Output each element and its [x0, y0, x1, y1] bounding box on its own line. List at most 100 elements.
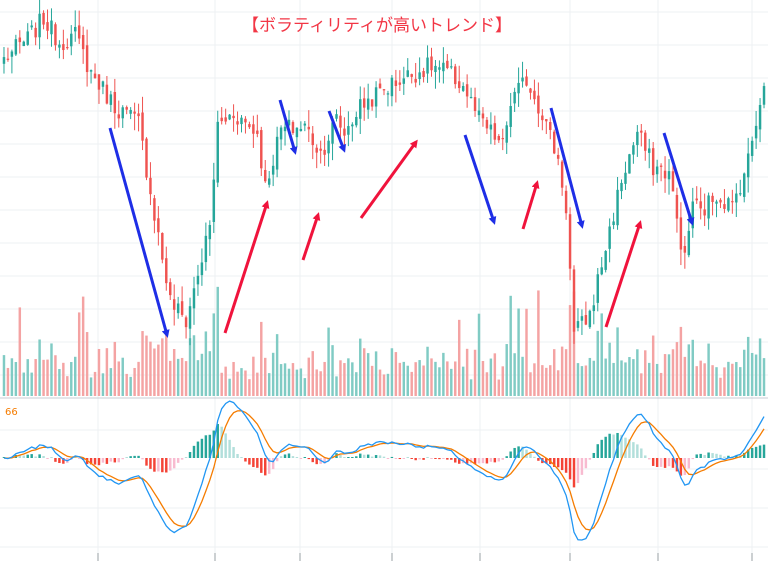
macd-hist-bar	[505, 456, 508, 458]
candle-body	[560, 161, 564, 188]
volume-bar	[414, 362, 417, 396]
candle-body	[640, 130, 643, 133]
volume-bar	[663, 354, 667, 396]
volume-bar	[434, 361, 437, 396]
volume-bar	[600, 313, 603, 396]
volume-bar	[640, 373, 643, 396]
volume-bar	[291, 363, 295, 396]
macd-hist-bar	[679, 458, 683, 476]
candle-body	[137, 113, 140, 117]
volume-bar	[145, 335, 148, 396]
trend-arrow-up	[301, 212, 321, 261]
volume-bar	[580, 366, 584, 396]
candle-body	[754, 125, 758, 139]
trend-arrow-down	[327, 110, 346, 153]
macd-hist-bar	[2, 457, 6, 458]
candle-body	[74, 26, 77, 32]
volume-bar	[537, 290, 540, 396]
volume-bar	[406, 365, 409, 396]
macd-hist-bar	[252, 458, 255, 468]
volume-bar	[758, 338, 762, 396]
macd-hist-bar	[438, 458, 441, 460]
macd-hist-bar	[422, 458, 425, 460]
volume-bar	[113, 341, 117, 396]
candle-body	[224, 117, 227, 122]
candle-body	[430, 56, 433, 71]
candle-body	[739, 193, 742, 195]
candle-body	[46, 22, 49, 31]
volume-bar	[331, 345, 334, 396]
volume-bar	[172, 349, 176, 396]
candle-body	[113, 92, 117, 114]
volume-bar	[513, 353, 516, 396]
volume-bar	[18, 307, 22, 396]
candle-body	[434, 65, 437, 73]
volume-bar	[743, 349, 746, 396]
volume-bar	[632, 359, 635, 396]
candle-body	[70, 33, 73, 47]
macd-hist-bar	[283, 454, 287, 458]
macd-hist-bar	[260, 458, 263, 473]
macd-hist-bar	[477, 458, 481, 464]
macd-hist-bar	[311, 458, 314, 463]
candle-body	[481, 113, 485, 119]
volume-bar	[14, 362, 18, 396]
candle-body	[699, 201, 702, 209]
volume-bar	[335, 376, 338, 396]
volume-bar	[169, 360, 172, 396]
candle-body	[687, 230, 691, 256]
macd-hist-bar	[758, 445, 762, 458]
volume-bar	[339, 360, 342, 396]
macd-hist-bar	[394, 458, 398, 459]
candle-body	[549, 121, 552, 130]
macd-hist-bar	[62, 458, 65, 464]
macd-hist-bar	[497, 458, 501, 462]
macd-hist-bar	[390, 456, 394, 458]
volume-bar	[125, 373, 128, 396]
macd-hist-bar	[537, 458, 540, 461]
volume-bar	[307, 357, 311, 396]
macd-hist-bar	[366, 454, 370, 458]
volume-bar	[723, 367, 726, 396]
volume-bar	[604, 358, 607, 396]
candle-body	[295, 127, 299, 138]
candle-body	[394, 80, 398, 86]
candle-body	[541, 115, 544, 121]
candle-body	[204, 235, 208, 263]
macd-hist-bar	[762, 444, 766, 458]
macd-hist-bar	[493, 458, 497, 463]
volume-bar	[505, 344, 508, 396]
volume-bar	[402, 361, 406, 396]
volume-bar	[347, 358, 350, 396]
candle-body	[54, 24, 57, 46]
volume-bar	[10, 358, 14, 396]
volume-bar	[70, 362, 73, 396]
macd-hist-bar	[279, 456, 283, 458]
candle-body	[651, 148, 655, 176]
volume-bar	[620, 360, 623, 396]
candle-body	[196, 275, 200, 285]
candle-body	[26, 31, 29, 45]
volume-bar	[564, 349, 568, 396]
macd-hist-bar	[750, 447, 754, 458]
candle-body	[216, 121, 219, 183]
macd-hist-bar	[18, 455, 22, 458]
candle-body	[533, 90, 536, 100]
macd-hist-bar	[402, 458, 406, 459]
volume-bar	[576, 363, 580, 396]
volume-bar	[30, 372, 33, 396]
candle-body	[426, 57, 429, 74]
macd-hist-bar	[509, 451, 512, 458]
macd-hist-bar	[596, 444, 599, 458]
candle-body	[572, 269, 576, 332]
trend-arrow-up	[521, 180, 540, 230]
macd-hist-bar	[735, 455, 738, 458]
volume-bar	[271, 352, 275, 396]
volume-bar	[117, 361, 121, 396]
macd-hist-bar	[34, 456, 37, 458]
candle-body	[454, 66, 457, 85]
candle-body	[588, 310, 592, 328]
volume-bar	[691, 339, 694, 396]
candle-body	[703, 209, 706, 216]
candle-body	[38, 13, 41, 38]
